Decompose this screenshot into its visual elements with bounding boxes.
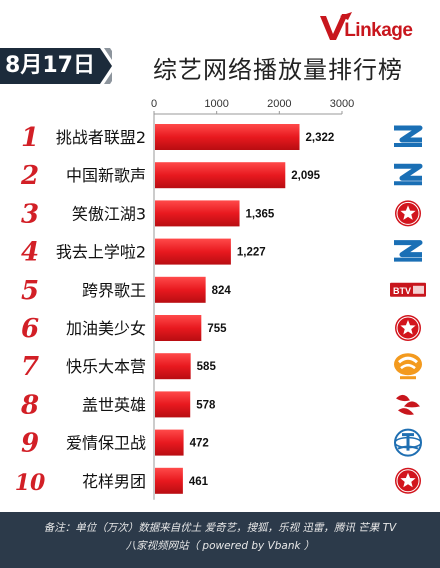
bar [155, 353, 191, 380]
rank-label: 8 [20, 390, 39, 420]
rank-label: 2 [20, 161, 39, 191]
shenzhen-tv-icon [396, 394, 420, 415]
category-label: 跨界歌王 [82, 281, 146, 300]
logo-v-icon [320, 12, 352, 40]
category-label: 我去上学啦2 [56, 243, 146, 262]
category-label: 中国新歌声 [66, 166, 146, 185]
bar [155, 276, 206, 303]
value-label: 585 [197, 361, 217, 373]
bar [155, 238, 231, 265]
rank-label: 1 [21, 123, 39, 153]
logo-text: VLinkage [344, 20, 413, 41]
chart-title: 综艺网络播放量排行榜 [153, 56, 403, 84]
category-label: 加油美少女 [66, 319, 146, 338]
rank-label: 3 [21, 199, 39, 229]
rank-label: 4 [21, 238, 39, 268]
footer-note: 备注：单位（万次）数据来自优土 爱奇艺，搜狐，乐视 迅雷，腾讯 芒果 TV [43, 522, 397, 534]
x-tick-label: 2000 [267, 98, 291, 110]
date-badge-shape [0, 48, 112, 84]
tianjin-tv-icon [394, 428, 422, 457]
value-label: 824 [212, 285, 232, 297]
category-label: 花样男团 [82, 472, 146, 491]
value-label: 2,095 [291, 170, 320, 182]
value-label: 1,227 [237, 247, 266, 259]
rank-label: 6 [21, 314, 39, 344]
footer: 备注：单位（万次）数据来自优土 爱奇艺，搜狐，乐视 迅雷，腾讯 芒果 TV 八家… [0, 512, 440, 568]
category-label: 笑傲江湖3 [72, 204, 146, 223]
value-label: 578 [196, 399, 216, 411]
rank-label: 10 [15, 470, 46, 496]
rank-label: 5 [21, 276, 39, 306]
dragon-tv-icon [395, 315, 421, 341]
bar [155, 429, 184, 456]
value-label: 461 [189, 476, 209, 488]
date-label: 8月17日 [5, 53, 95, 78]
x-tick-label: 1000 [204, 98, 228, 110]
rank-label: 7 [21, 352, 39, 382]
vlinkage-logo: VLinkage [318, 10, 436, 46]
category-label: 盖世英雄 [82, 395, 146, 414]
zhejiang-tv-icon [392, 163, 424, 188]
category-label: 快乐大本营 [66, 357, 146, 376]
x-tick-label: 3000 [330, 98, 354, 110]
rank-label: 9 [21, 429, 39, 459]
value-label: 1,365 [246, 208, 275, 220]
bar-chart: 0 1000 2000 3000 1 挑战者联盟2 2,322 2 中国新歌声 2,095 3 笑傲江… [15, 98, 426, 500]
value-label: 755 [207, 323, 227, 335]
dragon-tv-icon [395, 467, 421, 494]
btv-label: BTV [393, 286, 411, 296]
x-tick-label: 0 [151, 98, 157, 110]
dragon-tv-icon [395, 200, 421, 227]
bar [155, 315, 202, 341]
hunan-tv-icon [394, 353, 422, 380]
btv-icon: BTV [390, 282, 426, 297]
date-badge: 8月17日 [0, 48, 112, 84]
value-label: 2,322 [306, 132, 335, 144]
bar [155, 124, 300, 150]
footer-credit: 八家视频网站（ powered by Vbank ） [125, 540, 315, 552]
zhejiang-tv-icon [392, 125, 424, 149]
bar [155, 391, 191, 418]
bar [155, 200, 240, 227]
zhejiang-tv-icon [392, 239, 424, 264]
bar [155, 467, 183, 494]
bar [155, 162, 286, 189]
category-label: 爱情保卫战 [66, 434, 146, 453]
value-label: 472 [190, 438, 209, 450]
category-label: 挑战者联盟2 [56, 128, 146, 147]
